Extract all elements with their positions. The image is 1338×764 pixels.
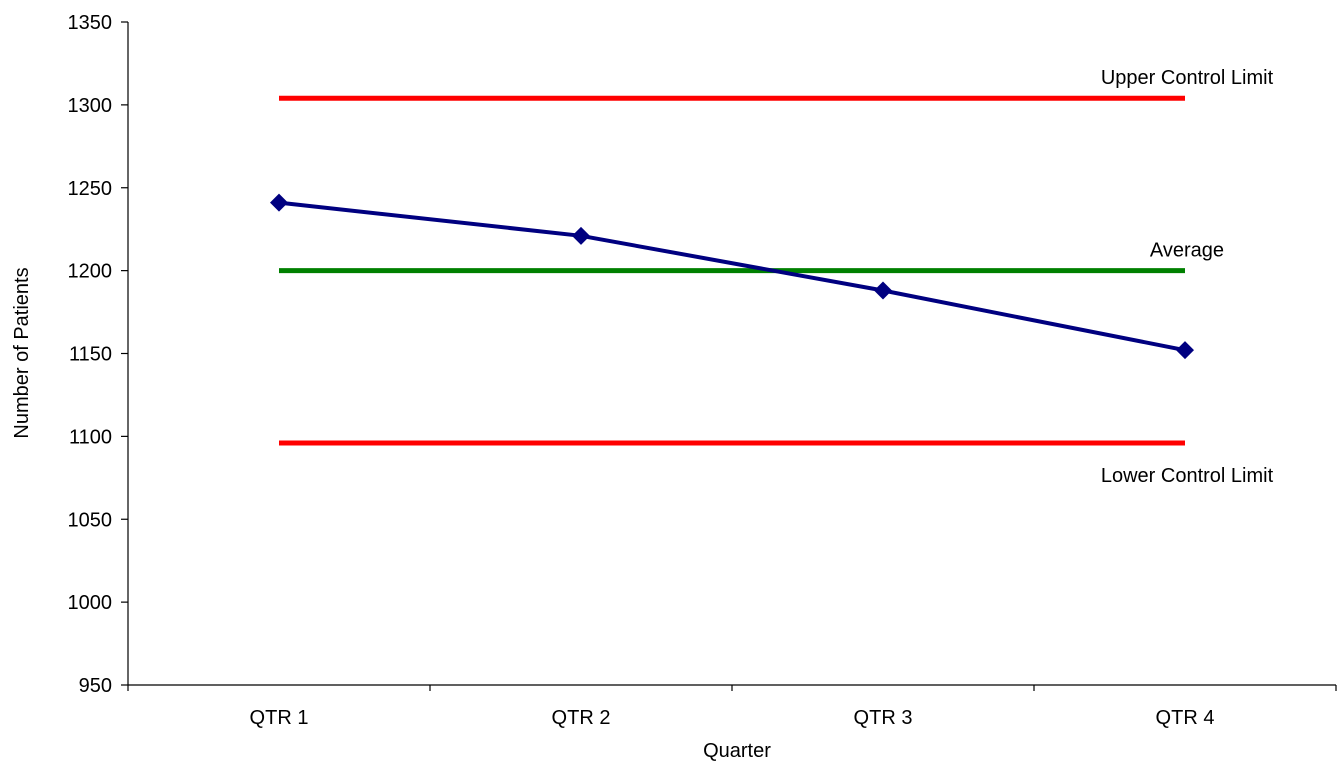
y-tick-label: 950	[79, 675, 112, 697]
data-point-marker	[874, 281, 892, 300]
x-axis-title: Quarter	[703, 740, 771, 762]
x-tick-label: QTR 1	[250, 707, 309, 729]
y-tick-label: 1200	[68, 261, 113, 283]
x-tick-label: QTR 4	[1156, 707, 1215, 729]
x-tick-label: QTR 2	[552, 707, 611, 729]
y-tick-label: 1250	[68, 178, 113, 200]
axes	[127, 22, 1336, 686]
x-axis-ticks: QTR 1 QTR 2 QTR 3 QTR 4	[127, 685, 1337, 729]
series-line	[278, 200, 1186, 353]
reference-line-label: Lower Control Limit	[1101, 465, 1274, 487]
reference-lines: Upper Control Limit Average Lower Control …	[279, 67, 1274, 487]
data-point-marker	[572, 226, 590, 245]
y-tick-label: 1150	[69, 344, 112, 366]
data-series	[270, 193, 1194, 360]
y-tick-label: 1350	[68, 12, 113, 34]
reference-line-label: Upper Control Limit	[1101, 67, 1274, 89]
reference-line-label: Average	[1150, 240, 1224, 262]
data-point-marker	[270, 193, 288, 212]
y-axis-title: Number of Patients	[11, 267, 33, 438]
y-tick-label: 1300	[68, 95, 113, 117]
x-tick-label: QTR 3	[854, 707, 913, 729]
y-tick-label: 1000	[68, 592, 113, 614]
y-tick-label: 1100	[69, 426, 112, 448]
data-point-marker	[1176, 341, 1194, 360]
y-axis-ticks: 950 1000 1050 1100 1150 1200 1250 1300 1350	[68, 12, 128, 697]
y-tick-label: 1050	[68, 509, 113, 531]
